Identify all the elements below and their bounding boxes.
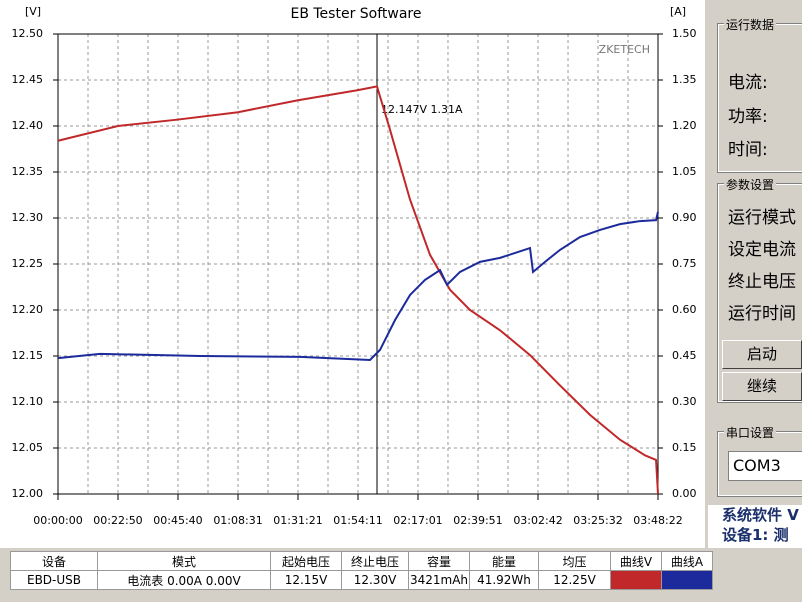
- y2-tick-label: 1.50: [672, 27, 697, 40]
- label: 设定电流: [728, 240, 796, 260]
- y2-axis-label: [A]: [670, 5, 686, 18]
- status-line: 设备1: 测: [722, 526, 789, 544]
- y-tick-label: 12.05: [12, 441, 44, 454]
- legend-entry: 曲线V: [610, 551, 662, 571]
- status-line: 系统软件 V: [722, 506, 799, 524]
- summary-table: 设备 模式 起始电压 终止电压 容量 能量 均压 曲线V 曲线A EBD-USB 电流表 0.00…: [10, 551, 713, 590]
- series-line: [57, 211, 659, 362]
- y2-tick-label: 0.15: [672, 441, 697, 454]
- x-tick-label: 01:08:31: [213, 514, 262, 527]
- x-tick-label: 03:02:42: [513, 514, 562, 527]
- label: 运行时间: [728, 304, 796, 324]
- y-tick-label: 12.15: [12, 349, 44, 362]
- plot-frame: [57, 33, 659, 495]
- x-tick-label: 00:22:50: [93, 514, 142, 527]
- y2-tick-label: 0.90: [672, 211, 697, 224]
- legend-entry: 曲线A: [661, 551, 713, 571]
- cell: EBD-USB: [10, 570, 98, 590]
- header-cell: 设备: [10, 551, 98, 571]
- side-panel: 运行数据 电流: 功率: 时间: 参数设置 运行模式 设定电流 终止电压 运行时…: [708, 0, 802, 548]
- y2-tick-label: 1.35: [672, 73, 697, 86]
- y2-tick-label: 0.45: [672, 349, 697, 362]
- label: 电流:: [728, 73, 768, 93]
- y-tick-label: 12.50: [12, 27, 44, 40]
- group-title: 参数设置: [724, 176, 777, 193]
- legend-swatch: [661, 570, 713, 590]
- y-tick-label: 12.20: [12, 303, 44, 316]
- y2-tick-label: 1.20: [672, 119, 697, 132]
- watermark: ZKETECH: [599, 43, 650, 56]
- label: 运行模式: [728, 208, 796, 228]
- label: 功率:: [728, 107, 768, 127]
- y-tick-label: 12.30: [12, 211, 44, 224]
- status-area: 系统软件 V 设备1: 测: [708, 505, 802, 548]
- cell: 3421mAh: [408, 570, 470, 590]
- button[interactable]: 继续: [722, 372, 802, 401]
- x-tick-label: 02:39:51: [453, 514, 502, 527]
- cell: 12.25V: [538, 570, 611, 590]
- y-tick-label: 12.00: [12, 487, 44, 500]
- x-tick-label: 02:17:01: [393, 514, 442, 527]
- y-tick-label: 12.40: [12, 119, 44, 132]
- cell: 电流表 0.00A 0.00V: [97, 570, 271, 590]
- annotation: 12.147V 1.31A: [381, 103, 463, 116]
- y-tick-label: 12.45: [12, 73, 44, 86]
- chart: EB Tester Software [V] [A] ZKETECH 12.00…: [0, 0, 705, 548]
- header-cell: 模式: [97, 551, 271, 571]
- y-tick-label: 12.10: [12, 395, 44, 408]
- legend-swatch: [610, 570, 662, 590]
- y2-tick-label: 0.75: [672, 257, 697, 270]
- cell: 12.15V: [270, 570, 342, 590]
- x-tick-label: 03:48:22: [633, 514, 682, 527]
- x-tick-label: 00:00:00: [33, 514, 82, 527]
- data-row: EBD-USB 电流表 0.00A 0.00V 12.15V 12.30V 3421mA…: [10, 570, 713, 590]
- chart-title: EB Tester Software: [290, 6, 421, 22]
- header-cell: 均压: [538, 551, 611, 571]
- label: 时间:: [728, 140, 768, 160]
- x-tick-label: 01:31:21: [273, 514, 322, 527]
- y2-tick-label: 0.60: [672, 303, 697, 316]
- x-tick-label: 03:25:32: [573, 514, 622, 527]
- y-axis-label: [V]: [25, 5, 41, 18]
- header-cell: 容量: [408, 551, 470, 571]
- x-tick-label: 01:54:11: [333, 514, 382, 527]
- label: 终止电压: [728, 272, 796, 292]
- x-tick-label: 00:45:40: [153, 514, 202, 527]
- group-title: 运行数据: [724, 16, 777, 33]
- y-tick-label: 12.25: [12, 257, 44, 270]
- y2-tick-label: 1.05: [672, 165, 697, 178]
- button[interactable]: 启动: [722, 340, 802, 369]
- header-cell: 起始电压: [270, 551, 342, 571]
- header-cell: 能量: [469, 551, 539, 571]
- table-area: 设备 模式 起始电压 终止电压 容量 能量 均压 曲线V 曲线A EBD-USB 电流表 0.00…: [0, 548, 802, 602]
- y-tick-label: 12.35: [12, 165, 44, 178]
- header-row: 设备 模式 起始电压 终止电压 容量 能量 均压 曲线V 曲线A: [10, 551, 713, 571]
- group-title: 串口设置: [724, 424, 777, 441]
- y2-tick-label: 0.00: [672, 487, 697, 500]
- cell: 41.92Wh: [469, 570, 539, 590]
- header-cell: 终止电压: [341, 551, 409, 571]
- cell: 12.30V: [341, 570, 409, 590]
- y2-tick-label: 0.30: [672, 395, 697, 408]
- combo-box[interactable]: COM3: [728, 451, 802, 481]
